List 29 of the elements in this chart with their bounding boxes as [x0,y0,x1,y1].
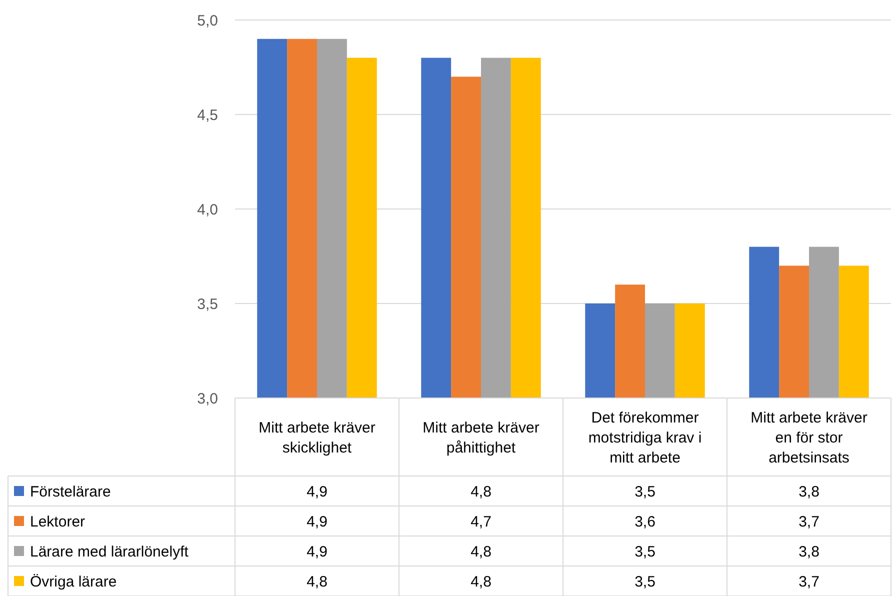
y-tick-label: 3,0 [197,390,218,408]
data-label: 4,8 [306,573,328,590]
x-tick-label: Mitt arbete kräver påhittighet [422,419,540,456]
data-label: 3,8 [798,543,820,560]
legend-label: Övriga lärare [30,573,117,590]
x-tick-label: Det förekommer motstridiga krav i mitt arbete [588,409,702,466]
data-label: 3,6 [634,513,656,530]
y-tick-label: 4,5 [197,106,218,124]
data-label: 4,9 [306,513,328,530]
y-tick-label: 5,0 [197,12,218,30]
data-label: 4,9 [306,483,328,500]
y-tick-label: 3,5 [197,296,218,313]
data-label: 4,8 [470,483,492,500]
data-label: 3,7 [798,573,820,590]
data-label: 4,7 [470,513,492,530]
data-label: 4,8 [470,543,492,560]
data-label: 3,5 [634,543,656,560]
y-tick-label: 4,0 [197,201,218,218]
x-tick-label: Mitt arbete kräver en för stor arbetsinsats [750,409,868,466]
legend-label: Lärare med lärarlönelyft [30,543,190,560]
data-label: 3,7 [798,513,820,530]
data-label: 4,8 [470,573,492,590]
data-label: 4,9 [306,543,328,560]
data-label: 3,5 [634,573,656,590]
data-label: 3,5 [634,483,656,500]
data-label: 3,8 [798,483,820,500]
legend-label: Lektorer [30,513,86,530]
x-tick-label: Mitt arbete kräver skicklighet [258,419,376,456]
legend-label: Förstelärare [30,483,111,500]
